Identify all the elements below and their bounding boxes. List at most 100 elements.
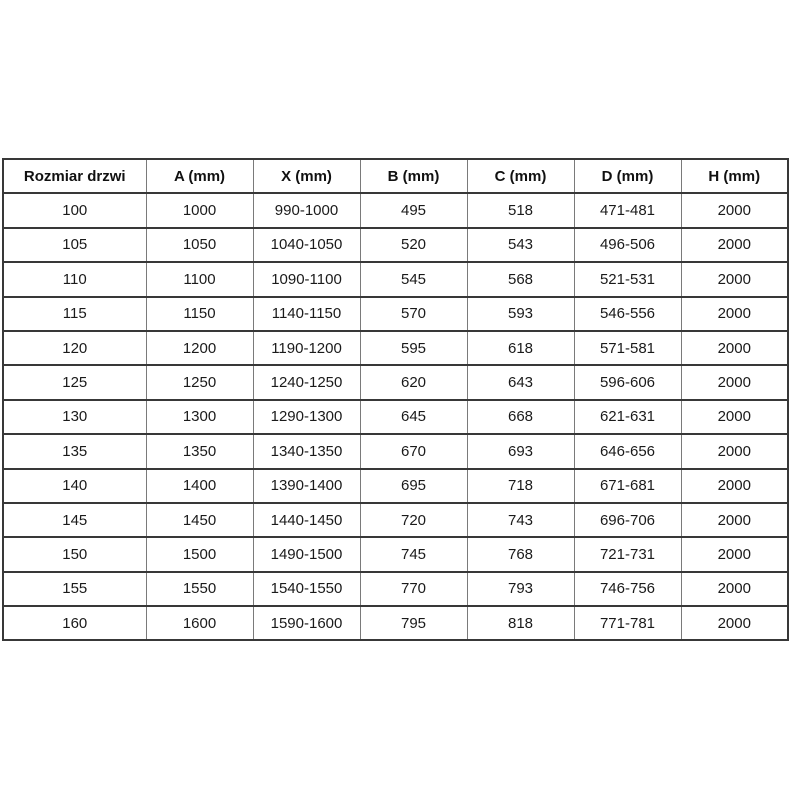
table-cell: 1050 xyxy=(145,226,254,264)
table-cell: 543 xyxy=(466,226,575,264)
table-cell: 2000 xyxy=(680,192,789,229)
table-cell: 2000 xyxy=(680,398,789,436)
table-cell: 1490-1500 xyxy=(252,536,361,573)
table-cell: 546-556 xyxy=(573,295,682,332)
column-header: X (mm) xyxy=(252,157,361,195)
column-header: H (mm) xyxy=(680,157,789,195)
table-cell: 2000 xyxy=(680,329,789,367)
column-header: C (mm) xyxy=(466,157,575,195)
table-cell: 1400 xyxy=(145,467,254,504)
table-row: 105 1050 1040-1050 520 543 496-506 2000 xyxy=(2,226,789,264)
table-cell: 2000 xyxy=(680,605,789,642)
table-cell: 150 xyxy=(2,536,147,573)
table-cell: 721-731 xyxy=(573,536,682,573)
table-cell: 125 xyxy=(2,364,147,401)
table-cell: 620 xyxy=(359,364,468,401)
table-cell: 595 xyxy=(359,329,468,367)
table-cell: 793 xyxy=(466,570,575,608)
table-cell: 1340-1350 xyxy=(252,433,361,470)
table-cell: 621-631 xyxy=(573,398,682,436)
table-row: 145 1450 1440-1450 720 743 696-706 2000 xyxy=(2,501,789,539)
table-cell: 990-1000 xyxy=(252,192,361,229)
table-cell: 668 xyxy=(466,398,575,436)
table-cell: 145 xyxy=(2,501,147,539)
table-cell: 743 xyxy=(466,501,575,539)
table-cell: 1350 xyxy=(145,433,254,470)
table-cell: 720 xyxy=(359,501,468,539)
table-cell: 518 xyxy=(466,192,575,229)
table-cell: 768 xyxy=(466,536,575,573)
door-size-table-container: Rozmiar drzwi A (mm) X (mm) B (mm) C (mm) D (… xyxy=(2,157,789,642)
column-header: A (mm) xyxy=(145,157,254,195)
table-row: 150 1500 1490-1500 745 768 721-731 2000 xyxy=(2,536,789,573)
table-row: 100 1000 990-1000 495 518 471-481 2000 xyxy=(2,192,789,229)
table-cell: 2000 xyxy=(680,364,789,401)
table-cell: 693 xyxy=(466,433,575,470)
table-cell: 135 xyxy=(2,433,147,470)
table-cell: 1140-1150 xyxy=(252,295,361,332)
table-cell: 795 xyxy=(359,605,468,642)
table-cell: 643 xyxy=(466,364,575,401)
table-cell: 770 xyxy=(359,570,468,608)
table-row: 155 1550 1540-1550 770 793 746-756 2000 xyxy=(2,570,789,608)
column-header: B (mm) xyxy=(359,157,468,195)
table-cell: 818 xyxy=(466,605,575,642)
table-cell: 1590-1600 xyxy=(252,605,361,642)
table-cell: 1550 xyxy=(145,570,254,608)
table-cell: 1540-1550 xyxy=(252,570,361,608)
table-row: 110 1100 1090-1100 545 568 521-531 2000 xyxy=(2,261,789,298)
table-cell: 2000 xyxy=(680,433,789,470)
table-cell: 2000 xyxy=(680,570,789,608)
table-cell: 1200 xyxy=(145,329,254,367)
table-cell: 646-656 xyxy=(573,433,682,470)
table-cell: 1100 xyxy=(145,261,254,298)
table-cell: 2000 xyxy=(680,467,789,504)
table-cell: 593 xyxy=(466,295,575,332)
table-cell: 160 xyxy=(2,605,147,642)
table-cell: 670 xyxy=(359,433,468,470)
table-cell: 1300 xyxy=(145,398,254,436)
table-cell: 568 xyxy=(466,261,575,298)
column-header: Rozmiar drzwi xyxy=(2,157,147,195)
table-cell: 155 xyxy=(2,570,147,608)
door-size-table: Rozmiar drzwi A (mm) X (mm) B (mm) C (mm) D (… xyxy=(2,157,789,642)
table-cell: 570 xyxy=(359,295,468,332)
column-header: D (mm) xyxy=(573,157,682,195)
table-header-row: Rozmiar drzwi A (mm) X (mm) B (mm) C (mm) D (… xyxy=(2,157,789,195)
table-row: 140 1400 1390-1400 695 718 671-681 2000 xyxy=(2,467,789,504)
table-cell: 115 xyxy=(2,295,147,332)
table-cell: 1500 xyxy=(145,536,254,573)
table-cell: 1290-1300 xyxy=(252,398,361,436)
table-cell: 1250 xyxy=(145,364,254,401)
table-cell: 1150 xyxy=(145,295,254,332)
table-cell: 695 xyxy=(359,467,468,504)
table-cell: 2000 xyxy=(680,536,789,573)
table-cell: 1000 xyxy=(145,192,254,229)
table-cell: 545 xyxy=(359,261,468,298)
table-cell: 745 xyxy=(359,536,468,573)
table-cell: 496-506 xyxy=(573,226,682,264)
table-row: 160 1600 1590-1600 795 818 771-781 2000 xyxy=(2,605,789,642)
table-cell: 618 xyxy=(466,329,575,367)
table-cell: 1090-1100 xyxy=(252,261,361,298)
table-cell: 1440-1450 xyxy=(252,501,361,539)
table-row: 125 1250 1240-1250 620 643 596-606 2000 xyxy=(2,364,789,401)
table-cell: 471-481 xyxy=(573,192,682,229)
table-cell: 746-756 xyxy=(573,570,682,608)
table-cell: 120 xyxy=(2,329,147,367)
table-row: 135 1350 1340-1350 670 693 646-656 2000 xyxy=(2,433,789,470)
table-cell: 2000 xyxy=(680,226,789,264)
table-row: 130 1300 1290-1300 645 668 621-631 2000 xyxy=(2,398,789,436)
table-cell: 1390-1400 xyxy=(252,467,361,504)
table-cell: 571-581 xyxy=(573,329,682,367)
table-cell: 495 xyxy=(359,192,468,229)
table-cell: 1190-1200 xyxy=(252,329,361,367)
table-cell: 596-606 xyxy=(573,364,682,401)
table-cell: 1450 xyxy=(145,501,254,539)
table-cell: 140 xyxy=(2,467,147,504)
table-cell: 671-681 xyxy=(573,467,682,504)
table-cell: 520 xyxy=(359,226,468,264)
table-cell: 2000 xyxy=(680,261,789,298)
table-cell: 645 xyxy=(359,398,468,436)
